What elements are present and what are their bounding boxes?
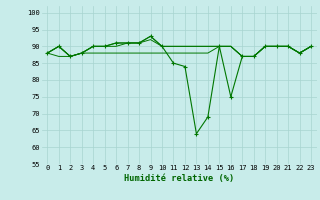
X-axis label: Humidité relative (%): Humidité relative (%) [124, 174, 234, 183]
